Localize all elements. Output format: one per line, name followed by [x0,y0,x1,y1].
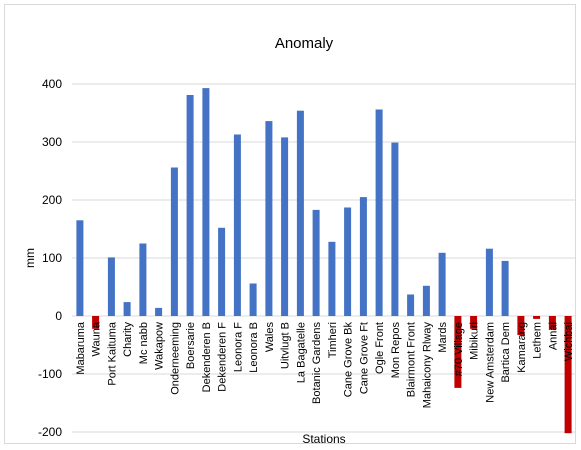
bar [344,207,352,316]
x-tick-label: Wales [264,322,276,353]
bar [564,316,572,434]
x-tick-label: Dekenderen F [217,322,229,392]
bar [107,257,115,316]
x-tick-label: Botanic Gardens [311,322,323,404]
x-tick-label: Mahaicony Rlway [421,322,433,409]
bar [517,316,525,336]
x-tick-label: Wakapow [154,322,166,370]
bar [92,316,100,329]
x-tick-label: Mards [437,322,449,353]
bar [218,227,226,316]
x-tick-label: Port Kaituma [106,321,118,385]
y-tick-label: 300 [42,135,62,149]
x-tick-label: Dekenderen B [201,322,213,392]
y-tick-label: -100 [38,367,62,381]
x-tick-label: Leonora B [248,322,260,373]
bar [533,316,541,319]
y-tick-label: 0 [55,309,62,323]
bar [186,95,194,316]
bar [76,220,84,316]
bar [422,285,430,316]
x-tick-label: Mabaruma [75,321,87,374]
x-tick-label: Bartica Dem [500,322,512,383]
x-tick-label: Wichbai [563,322,575,361]
x-tick-label: #70 Village [453,322,465,376]
bar [328,241,336,316]
bar [359,197,367,316]
x-tick-label: Annai [547,322,559,350]
bar [454,316,462,388]
x-tick-label: Timheri [327,322,339,358]
y-tick-labels: -200 -100 0 100 200 300 400 [38,77,62,439]
chart-title: Anomaly [275,35,334,52]
bar [438,252,446,316]
x-tick-label: Leonora F [232,322,244,372]
x-tick-label: Mibikuri [469,322,481,360]
category-labels: Mabaruma Wauna Port Kaituma Charity Mc nabb W… [75,321,575,408]
x-tick-label: Lethem [532,322,544,359]
x-tick-label: Mon Repos [390,322,402,379]
x-axis-title: Stations [302,432,345,446]
x-tick-label: Kamarang [516,322,528,373]
bar [281,137,289,316]
bar [391,142,399,316]
bar [548,316,556,330]
x-tick-label: Uitvlugt B [280,322,292,369]
bar [249,283,257,316]
bar [312,209,320,316]
x-tick-label: New Amsterdam [484,322,496,403]
bar [123,302,131,316]
bar [470,316,478,329]
bar [233,134,241,316]
bar [375,109,383,316]
bar [407,294,415,316]
x-tick-label: Cane Grove Ft [358,322,370,394]
x-tick-label: La Bagatelle [295,322,307,383]
bar [202,88,210,316]
x-tick-label: Boersarie [185,322,197,369]
bar [501,260,509,316]
gridlines [72,83,576,433]
y-tick-label: 100 [42,251,62,265]
x-tick-label: Cane Grove Bk [343,322,355,398]
y-tick-label: 400 [42,77,62,91]
x-tick-label: Blairmont Front [406,322,418,397]
x-tick-label: Onderneeming [169,322,181,395]
bars [76,88,572,434]
bar [139,243,147,316]
y-tick-label: -200 [38,425,62,439]
x-tick-label: Charity [122,322,134,357]
x-tick-label: Wauna [91,321,103,356]
bar [170,167,178,316]
x-tick-label: Mc nabb [138,322,150,364]
bar [296,110,304,316]
y-tick-label: 200 [42,193,62,207]
bar [265,121,273,316]
chart-frame [4,4,576,444]
x-tick-label: Ogle Front [374,322,386,374]
y-axis-title: mm [23,248,37,268]
bar [155,307,163,316]
bar [485,248,493,316]
